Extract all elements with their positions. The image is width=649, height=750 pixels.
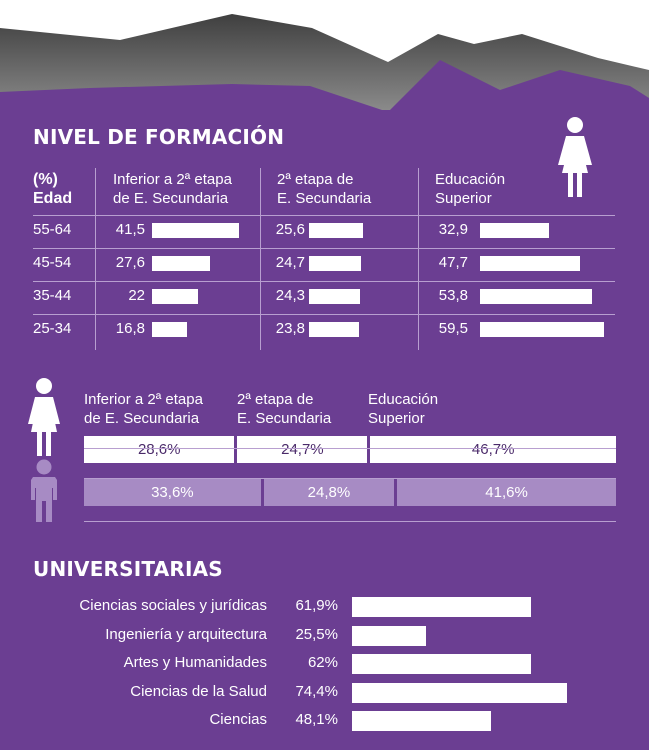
- gender-header-2-line2: E. Secundaria: [237, 410, 332, 427]
- man-icon: [31, 459, 57, 522]
- data-label: 24,7: [275, 254, 305, 271]
- grid-hline: [84, 448, 616, 449]
- bar: [352, 682, 568, 703]
- grid-hline: [33, 215, 615, 216]
- bar: [352, 625, 426, 646]
- stacked-bar-segment: 33,6%: [84, 479, 261, 506]
- bar: [480, 256, 580, 271]
- bar: [152, 256, 210, 271]
- stacked-bar-segment: 24,8%: [263, 479, 395, 506]
- gender-header-3-line2: Superior: [368, 410, 425, 427]
- data-label: 74,4%: [295, 682, 338, 700]
- header-group1-line1: Inferior a 2ª etapa: [113, 171, 232, 188]
- header-group2-line1: 2ª etapa de: [277, 171, 354, 188]
- grid-hline: [84, 478, 616, 479]
- bar: [309, 223, 363, 238]
- data-label: 27,6: [115, 254, 145, 271]
- category-label: Ciencias: [209, 711, 267, 728]
- header-group3-line2: Superior: [435, 190, 492, 207]
- data-label: 62%: [307, 654, 338, 671]
- gender-header-3-line1: Educación: [368, 391, 439, 408]
- data-label: 41,5: [115, 221, 145, 238]
- category-label: Ciencias sociales y jurídicas: [79, 597, 267, 614]
- grid-vline: [418, 168, 419, 350]
- row-age-label: 25-34: [33, 320, 72, 337]
- stacked-bar-segment: 41,6%: [397, 479, 616, 506]
- gender-header-1-line2: de E. Secundaria: [84, 410, 200, 427]
- data-label: 22: [128, 287, 145, 304]
- grid-hline: [33, 314, 615, 315]
- grid-vline: [260, 168, 261, 350]
- bar: [309, 256, 361, 271]
- woman-icon: [28, 378, 60, 456]
- stacked-bar-segment: 28,6%: [84, 436, 235, 463]
- header-col0-line1: (%): [33, 171, 58, 188]
- data-label: 47,7: [438, 254, 468, 271]
- top-mountain-band: [0, 0, 649, 110]
- data-label: 25,6: [275, 221, 305, 238]
- row-age-label: 55-64: [33, 221, 72, 238]
- woman-icon: [558, 117, 592, 197]
- bar: [152, 223, 239, 238]
- header-group2-line2: E. Secundaria: [277, 190, 372, 207]
- data-label: 48,1%: [295, 711, 338, 728]
- bar: [480, 322, 605, 337]
- header-col0-line2: Edad: [33, 190, 73, 207]
- data-label: 59,5: [438, 320, 468, 337]
- bar: [352, 711, 491, 731]
- grid-vline: [95, 168, 96, 350]
- data-label: 32,9: [438, 221, 468, 238]
- bar: [352, 654, 532, 674]
- bar: [480, 223, 549, 238]
- bar: [152, 289, 198, 304]
- data-label: 61,9%: [295, 597, 338, 614]
- grid-hline: [33, 281, 615, 282]
- data-label: 53,8: [438, 287, 468, 304]
- category-label: Artes y Humanidades: [123, 654, 267, 671]
- gender-header-1-line1: Inferior a 2ª etapa: [84, 391, 203, 408]
- category-label: Ciencias de la Salud: [130, 682, 267, 700]
- bar: [480, 289, 593, 304]
- grid-hline: [84, 521, 616, 522]
- bar: [309, 289, 360, 304]
- data-label: 23,8: [275, 320, 305, 337]
- row-age-label: 45-54: [33, 254, 72, 271]
- data-label: 25,5%: [295, 625, 338, 643]
- stacked-bar-segment: 46,7%: [370, 436, 616, 463]
- universitarias-title: UNIVERSITARIAS: [33, 557, 223, 581]
- category-label: Ingeniería y arquitectura: [105, 625, 267, 643]
- bar: [309, 322, 359, 337]
- header-group1-line2: de E. Secundaria: [113, 190, 229, 207]
- header-group3-line1: Educación: [435, 171, 506, 188]
- bar: [352, 597, 531, 617]
- stacked-bar-segment: 24,7%: [237, 436, 368, 463]
- data-label: 16,8: [115, 320, 145, 337]
- bar: [152, 322, 188, 337]
- row-age-label: 35-44: [33, 287, 72, 304]
- chart-title: NIVEL DE FORMACIÓN: [33, 125, 285, 149]
- grid-hline: [33, 248, 615, 249]
- gender-header-2-line1: 2ª etapa de: [237, 391, 314, 408]
- data-label: 24,3: [275, 287, 305, 304]
